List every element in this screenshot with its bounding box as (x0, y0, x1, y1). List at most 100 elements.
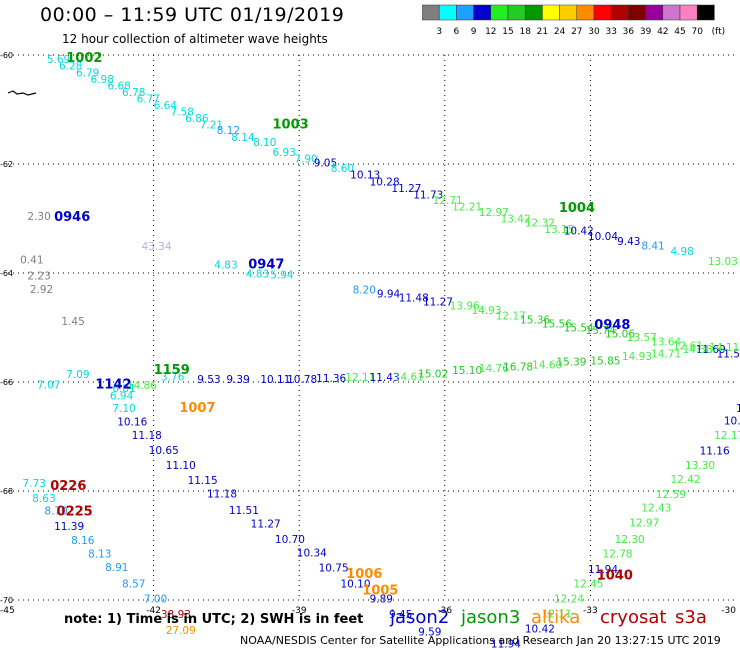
pass-time-label: 0948 (594, 318, 630, 333)
wave-height-value: 9.43 (617, 236, 640, 248)
wave-height-value: 15.39 (556, 357, 586, 369)
colorbar-tick-label: 70 (691, 27, 703, 37)
wave-height-value: 13.42 (501, 213, 531, 225)
wave-height-value: 6.64 (154, 100, 178, 112)
wave-height-value: 10.10 (340, 578, 370, 590)
wave-height-value: 12.11 (542, 608, 572, 620)
wave-height-value: 11.18 (132, 430, 162, 442)
lat-tick-label: -70 (0, 596, 13, 605)
lat-tick-label: -62 (0, 160, 13, 169)
wave-height-value: 11.73 (413, 189, 443, 201)
wave-height-value: 16.78 (503, 362, 533, 374)
lon-tick-label: -45 (0, 606, 15, 616)
coastline-shape (7, 90, 37, 96)
lon-tick-label: -36 (437, 606, 452, 616)
wave-height-value: 2.23 (27, 271, 50, 283)
wave-height-value: 14.11 (709, 342, 739, 354)
colorbar-tick-label: 33 (605, 27, 616, 37)
wave-height-value: 12.42 (670, 474, 700, 486)
wave-height-value: 10.13 (350, 170, 380, 182)
lat-tick-label: -64 (0, 269, 13, 278)
wave-height-value: 11.27 (251, 519, 281, 531)
footer-credit: NOAA/NESDIS Center for Satellite Applica… (240, 634, 721, 647)
pass-time-label: 1040 (597, 568, 633, 583)
wave-height-value: 10.11 (260, 374, 290, 386)
chart-title: 00:00 – 11:59 UTC 01/19/2019 (40, 4, 345, 26)
wave-height-value: 8.10 (253, 137, 276, 149)
wave-height-value: 14.93 (471, 305, 501, 317)
wave-height-value: 11 (736, 403, 740, 415)
wave-height-value: 14.61 (394, 371, 424, 383)
wave-height-colorbar: 3 6 9 12 15 18 21 24 27 30 33 36 39 42 45 70 (ft) (422, 4, 726, 37)
wave-height-value: 2.92 (30, 284, 53, 296)
wave-height-value: 0.41 (20, 255, 43, 267)
wave-height-value: 12.17 (496, 310, 526, 322)
wave-height-value: 7.21 (200, 120, 223, 132)
wave-height-value: 1.45 (61, 316, 84, 328)
lon-tick-label: -39 (292, 606, 307, 616)
wave-height-value: 15.56 (542, 319, 572, 331)
wave-height-value: 5.94 (270, 269, 294, 281)
wave-height-value: 11.18 (207, 489, 237, 501)
wave-height-value: 8.63 (32, 493, 55, 505)
wave-height-value: 12.32 (525, 218, 555, 230)
wave-height-value: 13.96 (450, 301, 480, 313)
colorbar-tick-label: 6 (454, 27, 460, 37)
wave-height-value: 12.71 (433, 195, 463, 207)
pass-time-label: 1159 (154, 363, 190, 378)
wave-height-value: 12.59 (656, 489, 686, 501)
lon-tick-label: -42 (146, 606, 161, 616)
wave-height-value: 12.97 (479, 207, 509, 219)
colorbar-tick-label: 24 (554, 27, 566, 37)
wave-height-value: 14.60 (532, 359, 562, 371)
wave-height-value: 6.86 (185, 113, 209, 125)
colorbar-tick-label: 30 (588, 27, 600, 37)
wave-height-value: 11.15 (188, 475, 218, 487)
wave-height-value: 6.81 (112, 383, 135, 395)
wave-height-value: 10.04 (588, 231, 618, 243)
colorbar-unit: (ft) (712, 27, 726, 37)
wave-height-value: 8.20 (353, 285, 376, 297)
wave-height-value: 6.77 (137, 93, 160, 105)
wave-height-value: 6.98 (91, 74, 114, 86)
wave-height-value: 13.03 (708, 256, 738, 268)
wave-height-value: 8.13 (88, 548, 111, 560)
wave-height-value: 6.93 (273, 147, 296, 159)
wave-height-value: 15.06 (605, 328, 635, 340)
wave-height-value: 10.34 (297, 547, 327, 559)
colorbar-tick-label: 3 (436, 27, 442, 37)
wave-height-value: 11.54 (717, 348, 740, 360)
wave-height-value: 6.28 (59, 61, 82, 73)
colorbar-swatch (696, 4, 715, 21)
wave-height-value: 8.91 (105, 562, 128, 574)
wave-height-value: 6.78 (122, 87, 145, 99)
wave-height-value: 9.89 (370, 594, 393, 606)
wave-height-value: 8.41 (641, 241, 664, 253)
wave-height-value: 9.39 (226, 374, 249, 386)
wave-height-value: 15.85 (590, 356, 620, 368)
wave-height-value: 8.16 (71, 535, 95, 547)
wave-height-value: 6.79 (76, 67, 99, 79)
wave-height-value: 11.51 (229, 505, 259, 517)
pass-time-label: 1002 (66, 51, 102, 66)
pass-time-label: 1006 (346, 567, 382, 582)
wave-height-value: 8.57 (122, 578, 145, 590)
pass-time-label: 0226 (50, 479, 86, 494)
wave-height-value: 43.34 (141, 241, 171, 253)
wave-height-value: 8.70 (44, 505, 67, 517)
wave-height-value: 11.43 (370, 372, 400, 384)
wave-height-value: 9.53 (197, 374, 220, 386)
wave-height-value: 10.65 (149, 445, 179, 457)
pass-time-label: 1003 (273, 118, 309, 133)
legend-altika: altika (531, 607, 581, 628)
wave-height-value: 7.90 (294, 153, 317, 165)
wave-height-value: 12.21 (452, 201, 482, 213)
wave-height-value: 7.73 (23, 478, 46, 490)
wave-height-value: 10.78 (287, 374, 317, 386)
wave-height-value: 12.30 (615, 534, 645, 546)
legend-s3a: s3a (675, 607, 707, 628)
wave-height-value: 5.69 (47, 54, 70, 66)
wave-height-value: 12.11 (345, 372, 375, 384)
